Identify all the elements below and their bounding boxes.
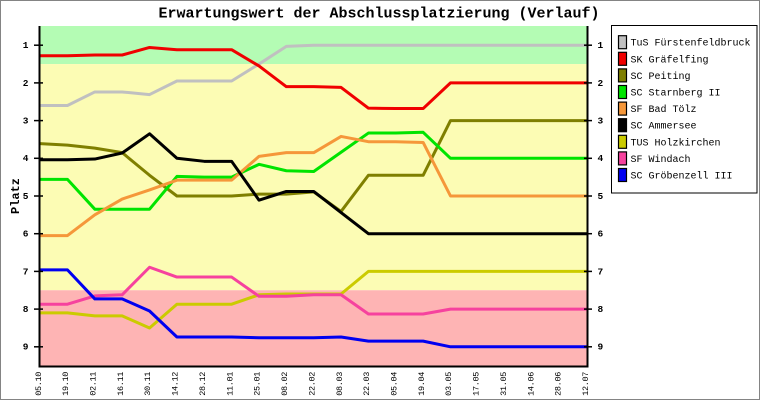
- svg-text:Platz: Platz: [9, 178, 23, 214]
- svg-text:SC Ammersee: SC Ammersee: [631, 122, 697, 133]
- svg-text:4: 4: [23, 153, 29, 164]
- svg-text:5: 5: [23, 191, 29, 202]
- svg-text:SC Gröbenzell III: SC Gröbenzell III: [631, 171, 733, 183]
- svg-text:2: 2: [23, 78, 29, 89]
- svg-text:28.12: 28.12: [198, 372, 208, 396]
- svg-text:SF Windach: SF Windach: [631, 154, 691, 166]
- svg-text:02.11: 02.11: [89, 372, 99, 396]
- svg-text:9: 9: [23, 342, 29, 353]
- svg-text:6: 6: [23, 229, 29, 240]
- svg-text:2: 2: [598, 78, 604, 89]
- svg-text:SC Starnberg II: SC Starnberg II: [631, 88, 721, 100]
- svg-text:31.05: 31.05: [499, 372, 509, 396]
- svg-text:08.03: 08.03: [335, 372, 345, 396]
- svg-text:1: 1: [23, 40, 29, 51]
- svg-text:9: 9: [598, 342, 604, 353]
- svg-text:05.04: 05.04: [389, 372, 399, 396]
- svg-text:SK Gräfelfing: SK Gräfelfing: [631, 54, 709, 66]
- svg-text:SF Bad Tölz: SF Bad Tölz: [631, 104, 697, 116]
- svg-text:8: 8: [23, 304, 29, 315]
- svg-text:7: 7: [598, 266, 604, 277]
- svg-text:03.05: 03.05: [444, 372, 454, 396]
- svg-text:17.05: 17.05: [472, 372, 482, 396]
- svg-text:5: 5: [598, 191, 604, 202]
- svg-text:11.01: 11.01: [225, 372, 235, 396]
- svg-text:8: 8: [598, 304, 604, 315]
- svg-text:30.11: 30.11: [143, 372, 153, 396]
- svg-text:28.06: 28.06: [554, 372, 564, 396]
- svg-text:Erwartungswert der Abschlusspl: Erwartungswert der Abschlussplatzierung …: [158, 5, 599, 22]
- svg-text:SC Peiting: SC Peiting: [631, 71, 691, 83]
- svg-text:12.07: 12.07: [581, 372, 591, 396]
- svg-text:TUS Holzkirchen: TUS Holzkirchen: [631, 137, 721, 149]
- svg-text:3: 3: [598, 116, 604, 127]
- svg-text:22.03: 22.03: [362, 372, 372, 396]
- svg-text:7: 7: [23, 266, 29, 277]
- svg-text:3: 3: [23, 116, 29, 127]
- svg-text:19.04: 19.04: [417, 372, 427, 396]
- svg-text:19.10: 19.10: [61, 372, 71, 396]
- svg-text:1: 1: [598, 40, 604, 51]
- svg-text:16.11: 16.11: [116, 372, 126, 396]
- svg-text:05.10: 05.10: [34, 372, 44, 396]
- svg-text:14.12: 14.12: [171, 372, 181, 396]
- svg-text:4: 4: [598, 153, 604, 164]
- svg-text:14.06: 14.06: [526, 372, 536, 396]
- svg-text:TuS Fürstenfeldbruck: TuS Fürstenfeldbruck: [631, 38, 751, 50]
- svg-text:25.01: 25.01: [253, 372, 263, 396]
- svg-text:6: 6: [598, 229, 604, 240]
- svg-text:22.02: 22.02: [307, 372, 317, 396]
- svg-text:08.02: 08.02: [280, 372, 290, 396]
